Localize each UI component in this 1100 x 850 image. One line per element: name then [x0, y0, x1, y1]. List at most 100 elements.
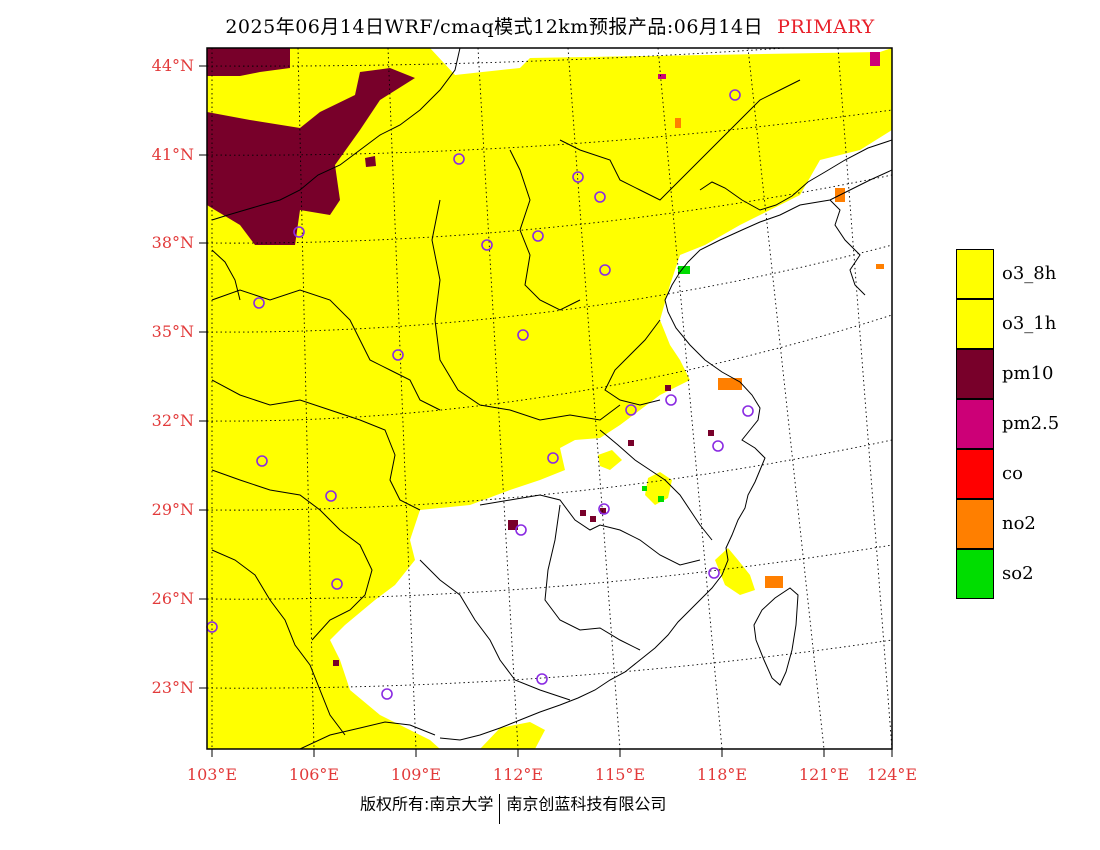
pm10-spot — [708, 430, 714, 436]
o3-patch-anhui — [598, 450, 622, 470]
station-marker — [536, 673, 548, 685]
o3-patch-southeast — [480, 722, 545, 749]
lon-label-115e: 115°E — [594, 765, 646, 784]
station-marker — [381, 688, 393, 700]
lon-label-109e: 109°E — [390, 765, 442, 784]
primary-tag: PRIMARY — [777, 16, 875, 38]
pm10-patch-north — [207, 48, 290, 76]
legend-swatch — [956, 299, 994, 349]
pm10-spot — [600, 508, 606, 514]
pm10-region — [207, 68, 415, 245]
province-north-c — [559, 79, 801, 201]
pm25-spot — [658, 74, 666, 79]
legend-label: pm2.5 — [1002, 413, 1060, 434]
pm10-spot — [508, 520, 518, 530]
lon-label-112e: 112°E — [492, 765, 544, 784]
station-marker — [594, 191, 606, 203]
province-east-b — [604, 319, 661, 406]
province-central-c — [211, 379, 421, 511]
so2-spot — [658, 496, 664, 502]
province-central-b — [211, 289, 441, 411]
no2-spot — [876, 264, 884, 269]
lon-label-121e: 121°E — [798, 765, 850, 784]
legend-label: no2 — [1002, 513, 1036, 534]
station-marker — [742, 405, 754, 417]
station-marker — [517, 329, 529, 341]
station-marker — [256, 455, 268, 467]
province-southwest-a — [211, 469, 373, 641]
station-marker — [598, 503, 610, 515]
legend-swatch — [956, 399, 994, 449]
meridian-118e — [657, 48, 723, 749]
province-central-a — [431, 199, 621, 421]
so2-spot — [678, 266, 690, 274]
station-marker — [325, 490, 337, 502]
lat-label-38n: 38°N — [151, 233, 194, 252]
border-southwest — [299, 721, 436, 749]
pm10-spot — [590, 516, 596, 522]
footer-divider — [499, 794, 501, 824]
pm10-spot — [665, 385, 671, 391]
province-west-a — [211, 249, 241, 301]
lat-label-29n: 29°N — [151, 500, 194, 519]
province-north-b — [509, 149, 581, 311]
station-marker — [729, 89, 741, 101]
station-marker — [665, 394, 677, 406]
lat-label-35n: 35°N — [151, 322, 194, 341]
no2-spot — [718, 378, 742, 390]
province-east-a — [599, 429, 713, 541]
meridian-112e — [477, 48, 519, 749]
pm10-spot — [628, 440, 634, 446]
station-marker — [453, 153, 465, 165]
legend-swatch — [956, 349, 994, 399]
copyright-footer: 版权所有:南京大学 南京创蓝科技有限公司 — [360, 790, 667, 824]
map-title: 2025年06月14日WRF/cmaq模式12km预报产品:06月14日 PRIM… — [0, 12, 1100, 39]
province-north-a — [211, 48, 461, 221]
korea-outline — [829, 199, 866, 296]
boundaries — [211, 48, 892, 749]
so2-spot — [642, 486, 647, 491]
station-marker — [481, 239, 493, 251]
province-south-a — [479, 494, 701, 566]
lon-label-124e: 124°E — [866, 765, 918, 784]
parallel-23n — [207, 639, 892, 689]
station-marker — [712, 440, 724, 452]
legend-label: o3_1h — [1002, 313, 1057, 334]
legend-label: co — [1002, 463, 1023, 484]
lat-label-23n: 23°N — [151, 678, 194, 697]
station-marker — [599, 264, 611, 276]
legend-swatch — [956, 249, 994, 299]
pm10-spot — [580, 510, 586, 516]
station-markers — [206, 89, 754, 700]
lat-label-32n: 32°N — [151, 411, 194, 430]
coastline — [439, 169, 892, 741]
pm10-patch-dot1 — [365, 156, 376, 167]
legend-swatch — [956, 499, 994, 549]
station-marker — [331, 578, 343, 590]
title-text: 2025年06月14日WRF/cmaq模式12km预报产品:06月14日 — [225, 16, 764, 38]
station-marker — [572, 171, 584, 183]
legend-swatch — [956, 549, 994, 599]
province-southwest-b — [211, 549, 346, 736]
pm25-spot — [870, 52, 880, 66]
station-marker — [547, 452, 559, 464]
station-marker — [625, 404, 637, 416]
parallel-44n — [207, 48, 792, 67]
parallel-29n — [207, 439, 892, 511]
liaodong-outline — [699, 139, 892, 211]
taiwan-outline — [753, 587, 799, 686]
station-marker — [293, 226, 305, 238]
graticule — [207, 48, 892, 749]
province-south-b — [419, 559, 571, 701]
meridian-121e — [747, 48, 825, 749]
meridian-115e — [567, 48, 621, 749]
lat-label-41n: 41°N — [151, 145, 194, 164]
station-marker — [532, 230, 544, 242]
o3-region — [207, 48, 892, 749]
copyright-right: 南京创蓝科技有限公司 — [506, 794, 667, 814]
axis-ticks — [199, 65, 893, 757]
no2-spot — [765, 576, 783, 588]
map-frame — [206, 47, 893, 750]
legend-label: pm10 — [1002, 363, 1054, 384]
